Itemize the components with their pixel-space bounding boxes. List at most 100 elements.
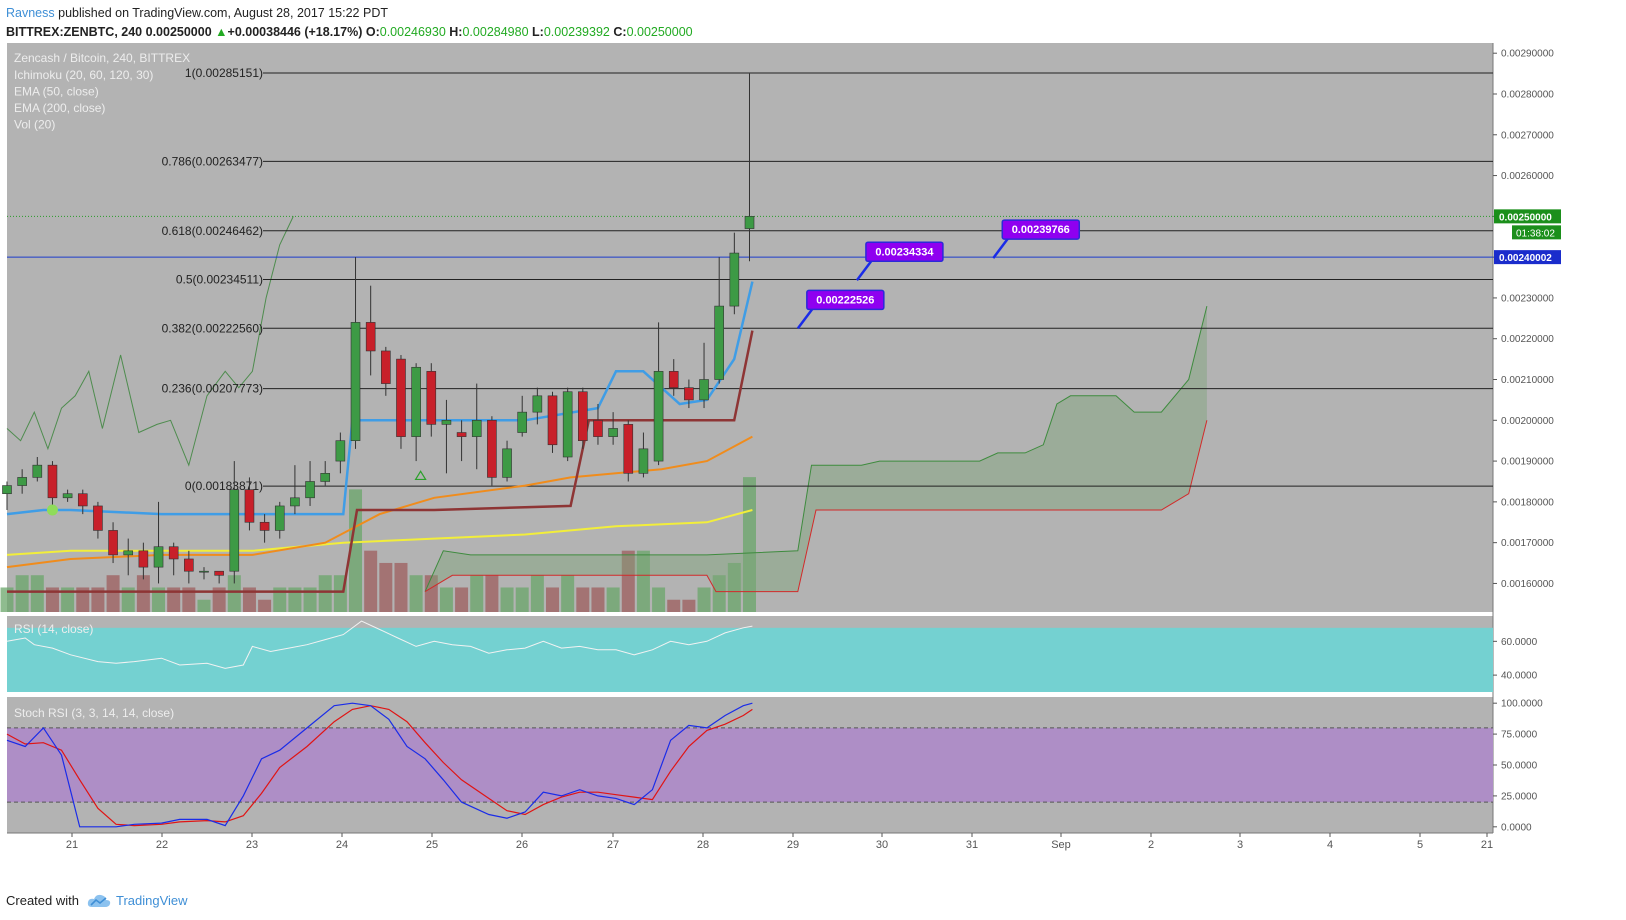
candle-body [487, 419, 497, 478]
volume-bar [667, 599, 681, 612]
horizontal-level-price-tag [1494, 250, 1561, 265]
candle-body [578, 391, 588, 441]
volume-bar [500, 587, 514, 612]
volume-bar [727, 562, 741, 612]
candle-body [168, 546, 179, 560]
time-tick-label: 27 [607, 839, 619, 851]
candle-body [214, 570, 224, 576]
candle-body [456, 432, 467, 437]
footer: Created with TradingView [6, 893, 188, 908]
candle-body [335, 440, 346, 462]
candle-body [517, 411, 528, 433]
callout-pointer [992, 237, 1010, 259]
volume-bar [212, 587, 226, 612]
price-tick-label: 0.00160000 [1501, 579, 1554, 590]
candle-body [547, 395, 558, 446]
time-tick-label: 25 [426, 839, 438, 851]
price-chart[interactable]: 0.00160000 0.00170000 0.00180000 0.00190000… [0, 0, 1626, 890]
candle-body [17, 477, 27, 486]
candle-body [32, 464, 43, 478]
candle-body [593, 419, 603, 437]
high-value: 0.00284980 [462, 25, 529, 39]
volume-bar [106, 575, 120, 612]
price-tick-label: 0.00280000 [1501, 89, 1554, 100]
current-price-tag [1494, 209, 1561, 224]
volume-bar [61, 587, 75, 612]
volume-bar [697, 587, 711, 612]
candle-body [623, 424, 634, 474]
price-tick-label: 0.00270000 [1501, 130, 1554, 141]
volume-bar [652, 587, 666, 612]
time-tick-label: 4 [1327, 839, 1333, 851]
volume-bar [682, 599, 696, 612]
ichimoku-base-line [7, 330, 754, 593]
volume-bar [364, 550, 378, 612]
time-tick-label: 29 [787, 839, 799, 851]
rsi-tick-label: 40.0000 [1501, 671, 1538, 682]
candle-body [532, 395, 543, 413]
volume-bar [288, 587, 302, 612]
candle-body [638, 448, 649, 474]
low-label: L: [532, 25, 544, 39]
fib-level-label: 0.618(0.00246462) [162, 224, 263, 238]
publisher-line: Ravness published on TradingView.com, Au… [6, 4, 693, 23]
rsi-line [6, 620, 753, 669]
volume-bar [515, 587, 529, 612]
price-callout-box [1001, 219, 1081, 240]
volume-bar [712, 575, 726, 612]
stoch-tick-label: 50.0000 [1501, 761, 1538, 772]
stoch-tick-label: 75.0000 [1501, 730, 1538, 741]
volume-bar [0, 587, 14, 612]
stoch-band [7, 727, 1493, 803]
time-tick-label: 26 [516, 839, 528, 851]
candle-body [274, 505, 285, 531]
volume-bar [561, 575, 575, 612]
price-tick-label: 0.00210000 [1501, 375, 1554, 386]
horizontal-level-price-text: 0.00240002 [1499, 253, 1552, 264]
created-with-text: Created with [6, 893, 79, 908]
volume-bar [591, 587, 605, 612]
candle-body [47, 464, 58, 499]
author-link[interactable]: Ravness [6, 6, 55, 20]
price-callout-box [806, 289, 885, 311]
volume-bar [485, 575, 499, 612]
candle-body [684, 387, 694, 401]
time-tick-label: 30 [876, 839, 888, 851]
volume-bar [470, 575, 484, 612]
countdown-tag [1512, 225, 1561, 240]
volume-bar [30, 575, 44, 612]
volume-bar [636, 550, 650, 612]
candle-body [320, 473, 331, 482]
ichimoku-span-b [424, 420, 1208, 593]
price-tick-label: 0.00180000 [1501, 497, 1554, 508]
legend-item: Vol (20) [14, 118, 55, 132]
fib-level-label: 0.786(0.00263477) [162, 154, 263, 168]
volume-bar [136, 575, 150, 612]
volume-bar [91, 587, 105, 612]
tradingview-link[interactable]: TradingView [87, 893, 188, 908]
volume-bar [197, 599, 211, 612]
time-tick-label: 22 [156, 839, 168, 851]
candle-body [2, 485, 12, 495]
candle-body [441, 419, 452, 425]
stoch-tick-label: 25.0000 [1501, 791, 1538, 802]
high-label: H: [449, 25, 463, 39]
candle-body [199, 570, 209, 573]
volume-bar [394, 562, 408, 612]
volume-bar [227, 575, 241, 612]
callout-pointer [796, 307, 814, 330]
tradingview-cloud-icon [87, 894, 111, 907]
candle-body [426, 371, 437, 425]
candle-body [668, 371, 679, 388]
volume-bar [15, 575, 29, 612]
candle-body [350, 322, 361, 441]
stoch-tick-label: 0.0000 [1501, 822, 1532, 833]
candle-body [608, 428, 618, 437]
price-tick-label: 0.00260000 [1501, 171, 1554, 182]
price-change: +0.00038446 (+18.17%) [227, 25, 363, 39]
callout-pointer [855, 259, 873, 282]
price-tick-label: 0.00290000 [1501, 49, 1554, 60]
volume-bar [379, 562, 393, 612]
fib-level-label: 0.236(0.00207773) [162, 382, 263, 396]
volume-bar [576, 587, 590, 612]
